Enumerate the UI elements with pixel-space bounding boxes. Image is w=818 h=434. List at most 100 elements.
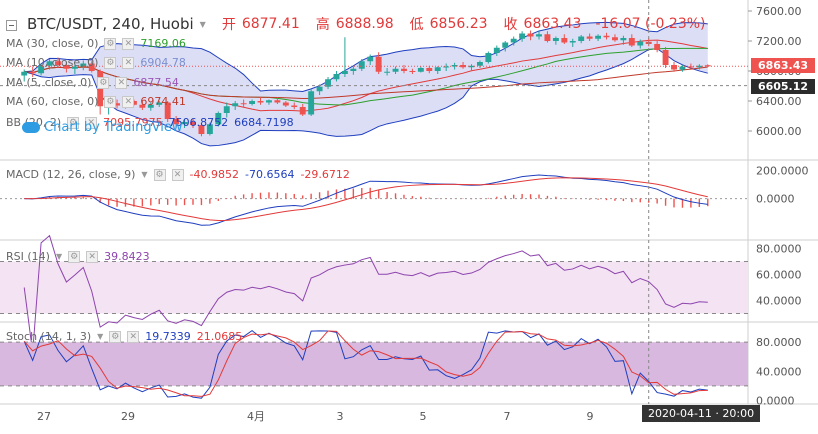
candle-body bbox=[586, 36, 593, 39]
indicator-row[interactable]: MA (30, close, 0) ⚙ ✕ 7169.06 bbox=[6, 37, 186, 50]
candle-body bbox=[282, 102, 289, 106]
macd-tick-label: 200.0000 bbox=[756, 164, 809, 177]
chevron-down-icon[interactable]: ▼ bbox=[55, 252, 63, 261]
candle-body bbox=[603, 35, 610, 38]
candle-body bbox=[637, 41, 644, 46]
gear-icon[interactable]: ⚙ bbox=[97, 76, 110, 89]
open-value: 6877.41 bbox=[241, 16, 300, 32]
close-icon[interactable]: ✕ bbox=[85, 116, 98, 129]
panel-legend-row[interactable]: MACD (12, 26, close, 9) ▼ ⚙ ✕ -40.9852 -70.65… bbox=[6, 168, 350, 181]
panel-legend-row[interactable]: Stoch (14, 1, 3) ▼ ⚙ ✕ 19.7339 21.0685 bbox=[6, 330, 242, 343]
candle-body bbox=[46, 61, 53, 66]
close-icon[interactable]: ✕ bbox=[86, 250, 99, 263]
panel-value: -40.9852 bbox=[189, 168, 239, 181]
candle-body bbox=[308, 91, 315, 115]
time-tick-label: 5 bbox=[420, 410, 427, 423]
panel-legend-row[interactable]: RSI (14) ▼ ⚙ ✕ 39.8423 bbox=[6, 250, 150, 263]
panel-label: MACD (12, 26, close, 9) bbox=[6, 168, 136, 181]
close-icon[interactable]: ✕ bbox=[171, 168, 184, 181]
candle-body bbox=[156, 102, 163, 105]
candle-body bbox=[97, 71, 104, 107]
indicator-row[interactable]: MA (5, close, 0) ⚙ ✕ 6877.54 bbox=[6, 76, 179, 89]
tradingview-watermark[interactable]: Chart by TradingView bbox=[22, 120, 182, 135]
panel-value: 19.7339 bbox=[145, 330, 191, 343]
collapse-icon[interactable] bbox=[6, 19, 17, 31]
indicator-value: 6974.41 bbox=[140, 95, 186, 108]
candle-body bbox=[595, 35, 602, 39]
candle-body bbox=[71, 66, 78, 69]
indicator-row[interactable]: MA (10, close, 0) ⚙ ✕ 6904.78 bbox=[6, 56, 186, 69]
gear-icon[interactable]: ⚙ bbox=[104, 95, 117, 108]
candle-body bbox=[552, 38, 559, 41]
candle-body bbox=[409, 71, 416, 72]
candle-body bbox=[274, 100, 281, 103]
gear-icon[interactable]: ⚙ bbox=[67, 116, 80, 129]
candle-body bbox=[417, 68, 424, 72]
candle-body bbox=[434, 67, 441, 71]
candle-body bbox=[443, 66, 450, 68]
gear-icon[interactable]: ⚙ bbox=[104, 56, 117, 69]
time-tick-label: 27 bbox=[37, 410, 51, 423]
time-tick-label: 4月 bbox=[247, 410, 265, 423]
candle-body bbox=[561, 38, 568, 43]
chevron-down-icon[interactable]: ▼ bbox=[97, 332, 104, 341]
panel-value: 21.0685 bbox=[196, 330, 243, 343]
low-label: 低 bbox=[409, 17, 424, 33]
gear-icon[interactable]: ⚙ bbox=[68, 250, 81, 263]
candle-body bbox=[569, 41, 576, 43]
candle-body bbox=[544, 34, 551, 41]
close-icon[interactable]: ✕ bbox=[122, 37, 135, 50]
candle-body bbox=[29, 71, 36, 74]
change-value: -16.07 (-0.23%) bbox=[595, 16, 706, 32]
candle-body bbox=[493, 47, 500, 53]
bb-lower-price-tag: 6605.12 bbox=[751, 79, 815, 94]
candle-body bbox=[325, 79, 331, 87]
panel-label: RSI (14) bbox=[6, 250, 50, 263]
candle-body bbox=[215, 113, 222, 125]
chevron-down-icon[interactable]: ▼ bbox=[199, 19, 206, 29]
candle-body bbox=[80, 63, 87, 67]
gear-icon[interactable]: ⚙ bbox=[153, 168, 166, 181]
chevron-down-icon[interactable]: ▼ bbox=[141, 170, 148, 179]
high-label: 高 bbox=[315, 17, 330, 33]
candle-body bbox=[232, 103, 239, 107]
close-value: 6863.43 bbox=[523, 16, 582, 32]
candle-body bbox=[206, 124, 213, 134]
open-label: 开 bbox=[221, 17, 236, 33]
indicator-value: 6684.7198 bbox=[234, 116, 294, 129]
candle-body bbox=[181, 122, 188, 125]
candle-body bbox=[223, 106, 230, 113]
indicator-label: MA (5, close, 0) bbox=[6, 76, 92, 89]
gear-icon[interactable]: ⚙ bbox=[104, 37, 117, 50]
symbol-label: BTC/USDT, 240, Huobi bbox=[27, 15, 194, 33]
candle-body bbox=[519, 33, 526, 39]
close-icon[interactable]: ✕ bbox=[122, 95, 135, 108]
candle-body bbox=[620, 38, 627, 41]
macd-tick-label: 0.0000 bbox=[756, 193, 795, 206]
crosshair-date-tag: 2020-04-11 · 20:00 bbox=[642, 405, 761, 422]
indicator-label: MA (10, close, 0) bbox=[6, 56, 99, 69]
ma60-line bbox=[24, 66, 708, 100]
rsi-tick-label: 40.0000 bbox=[756, 295, 802, 308]
candle-body bbox=[401, 68, 407, 71]
candle-body bbox=[704, 65, 711, 67]
candle-body bbox=[536, 34, 542, 37]
close-icon[interactable]: ✕ bbox=[127, 330, 140, 343]
close-icon[interactable]: ✕ bbox=[122, 56, 135, 69]
candle-body bbox=[367, 56, 374, 62]
indicator-row[interactable]: MA (60, close, 0) ⚙ ✕ 6974.41 bbox=[6, 95, 186, 108]
candle-body bbox=[257, 101, 264, 103]
candle-body bbox=[316, 86, 323, 92]
candle-body bbox=[190, 122, 196, 125]
panel-value: 39.8423 bbox=[104, 250, 150, 263]
candle-body bbox=[299, 107, 306, 115]
close-icon[interactable]: ✕ bbox=[115, 76, 128, 89]
gear-icon[interactable]: ⚙ bbox=[109, 330, 122, 343]
rsi-tick-label: 60.0000 bbox=[756, 269, 802, 282]
symbol-header: BTC/USDT, 240, Huobi ▼ 开 6877.41 高 6888.98… bbox=[6, 14, 705, 34]
indicator-label: MA (30, close, 0) bbox=[6, 37, 99, 50]
candle-body bbox=[198, 125, 205, 134]
